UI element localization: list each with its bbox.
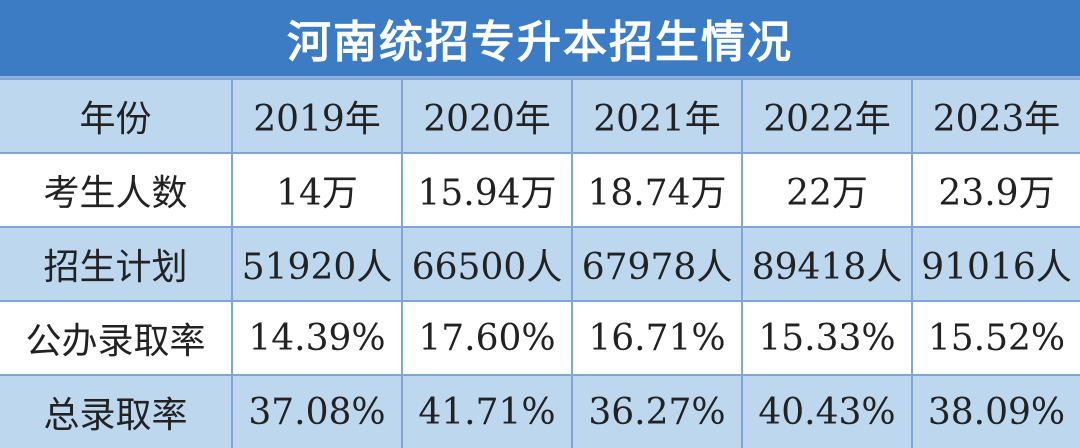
- row-label: 招生计划: [0, 226, 233, 302]
- cell: 37.08%: [231, 374, 403, 448]
- row-label: 考生人数: [0, 152, 233, 228]
- cell: 14万: [231, 152, 403, 228]
- cell: 66500人: [401, 226, 573, 302]
- cell: 2019年: [231, 78, 403, 154]
- cell: 41.71%: [401, 374, 573, 448]
- row-label: 年份: [0, 78, 233, 154]
- cell: 15.94万: [401, 152, 573, 228]
- cell: 67978人: [571, 226, 743, 302]
- row-label: 总录取率: [0, 374, 233, 448]
- cell: 89418人: [741, 226, 913, 302]
- data-row: 公办录取率 14.39% 17.60% 16.71% 15.33% 15.52%: [0, 300, 1080, 376]
- cell: 36.27%: [571, 374, 743, 448]
- cell: 2023年: [911, 78, 1080, 154]
- row-label: 公办录取率: [0, 300, 233, 376]
- cell: 51920人: [231, 226, 403, 302]
- cell: 2021年: [571, 78, 743, 154]
- title: 河南统招专升本招生情况: [0, 0, 1080, 78]
- cell: 40.43%: [741, 374, 913, 448]
- data-row: 考生人数 14万 15.94万 18.74万 22万 23.9万: [0, 152, 1080, 228]
- cell: 14.39%: [231, 300, 403, 376]
- cell: 2022年: [741, 78, 913, 154]
- cell: 38.09%: [911, 374, 1080, 448]
- cell: 91016人: [911, 226, 1080, 302]
- table-body: 年份 2019年 2020年 2021年 2022年 2023年 考生人数 14万 15.94万…: [0, 78, 1080, 448]
- cell: 23.9万: [911, 152, 1080, 228]
- cell: 16.71%: [571, 300, 743, 376]
- cell: 17.60%: [401, 300, 573, 376]
- cell: 22万: [741, 152, 913, 228]
- cell: 15.33%: [741, 300, 913, 376]
- cell: 2020年: [401, 78, 573, 154]
- header-row: 年份 2019年 2020年 2021年 2022年 2023年: [0, 78, 1080, 154]
- admission-table: 年份 2019年 2020年 2021年 2022年 2023年 考生人数 14万 15.94万…: [0, 78, 1080, 448]
- cell: 18.74万: [571, 152, 743, 228]
- data-row: 招生计划 51920人 66500人 67978人 89418人 91016人: [0, 226, 1080, 302]
- cell: 15.52%: [911, 300, 1080, 376]
- data-row: 总录取率 37.08% 41.71% 36.27% 40.43% 38.09%: [0, 374, 1080, 448]
